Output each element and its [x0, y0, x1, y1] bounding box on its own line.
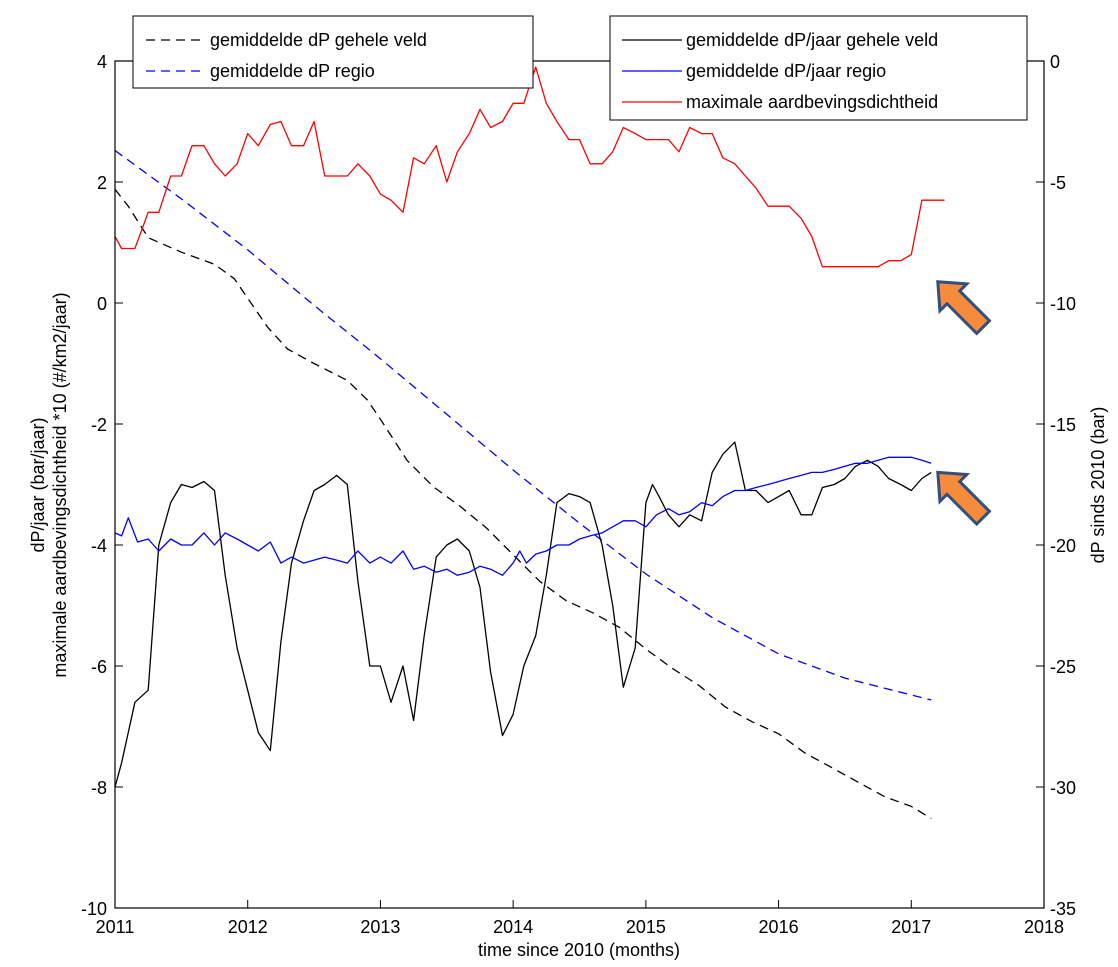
left-tick-label: 4	[97, 52, 107, 72]
right-tick-label: -20	[1050, 536, 1076, 556]
x-tick-label: 2018	[1024, 917, 1064, 937]
x-tick-label: 2016	[759, 917, 799, 937]
right-tick-label: -25	[1050, 657, 1076, 677]
series-line-gemiddelde-dp-regio	[114, 149, 932, 701]
left-tick-label: -8	[91, 778, 107, 798]
left-tick-label: -4	[91, 536, 107, 556]
right-tick-label: -10	[1050, 294, 1076, 314]
right-axis-title: dP sinds 2010 (bar)	[1088, 407, 1108, 564]
left-axis-title-line1: dP/jaar (bar/jaar)	[28, 417, 48, 552]
plot-area	[114, 66, 945, 820]
annotation-arrow	[936, 470, 992, 527]
legend-label-dp-regio: gemiddelde dP regio	[210, 61, 375, 81]
right-tick-label: -30	[1050, 778, 1076, 798]
legend-right-box	[609, 15, 1028, 121]
axes-frame	[114, 60, 1045, 909]
legend-label-dpjaar-veld: gemiddelde dP/jaar gehele veld	[686, 30, 938, 50]
x-tick-label: 2013	[360, 917, 400, 937]
left-tick-label: 2	[97, 173, 107, 193]
legend-label-aardbevingsdichtheid: maximale aardbevingsdichtheid	[686, 92, 938, 112]
right-tick-label: -15	[1050, 415, 1076, 435]
left-tick-label: 0	[97, 294, 107, 314]
legend-left-box	[132, 15, 534, 89]
x-tick-label: 2015	[626, 917, 666, 937]
left-y-axis: -10 -8 -6 -4 -2 0 2 4	[81, 52, 123, 919]
series-line-gemiddelde-dp-jaar-gehele-veld	[114, 441, 932, 788]
left-tick-label: -2	[91, 415, 107, 435]
series-line-gemiddelde-dp-jaar-regio	[114, 456, 932, 576]
annotation-arrows	[936, 280, 992, 527]
right-tick-label: -35	[1050, 899, 1076, 919]
right-tick-label: -5	[1050, 173, 1066, 193]
x-axis: 2011 2012 2013 2014 2015 2016 2017 2018	[96, 61, 1064, 937]
legend-right: gemiddelde dP/jaar gehele veld gemiddeld…	[609, 15, 1028, 121]
x-tick-label: 2014	[493, 917, 533, 937]
left-tick-label: -10	[81, 899, 107, 919]
left-tick-label: -6	[91, 657, 107, 677]
right-tick-label: 0	[1050, 52, 1060, 72]
left-axis-title-line2: maximale aardbevingsdichtheid *10 (#/km2…	[50, 292, 70, 677]
annotation-arrow	[936, 280, 992, 336]
x-tick-label: 2017	[891, 917, 931, 937]
legend-left: gemiddelde dP gehele veld gemiddelde dP …	[132, 15, 534, 89]
x-tick-label: 2012	[228, 917, 268, 937]
right-y-axis: -35 -30 -25 -20 -15 -10 -5 0	[1036, 52, 1076, 919]
legend-label-dp-veld: gemiddelde dP gehele veld	[210, 30, 427, 50]
x-axis-title: time since 2010 (months)	[478, 940, 680, 960]
legend-label-dpjaar-regio: gemiddelde dP/jaar regio	[686, 61, 886, 81]
series-line-gemiddelde-dp-gehele-veld	[114, 188, 932, 820]
x-tick-label: 2011	[96, 917, 135, 937]
